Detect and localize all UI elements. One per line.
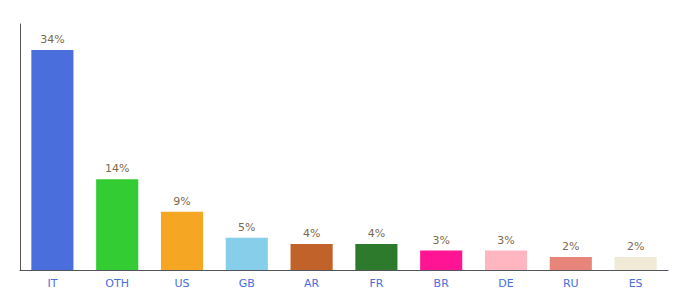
svg-text:3%: 3% <box>497 234 514 247</box>
svg-text:4%: 4% <box>303 227 320 240</box>
svg-text:2%: 2% <box>627 240 644 253</box>
svg-text:FR: FR <box>369 277 383 290</box>
svg-text:ES: ES <box>629 277 643 290</box>
svg-text:14%: 14% <box>105 162 129 175</box>
svg-text:AR: AR <box>304 277 320 290</box>
svg-text:3%: 3% <box>432 234 449 247</box>
svg-text:34%: 34% <box>40 33 64 46</box>
svg-text:DE: DE <box>498 277 513 290</box>
svg-text:9%: 9% <box>173 195 190 208</box>
svg-text:IT: IT <box>47 277 57 290</box>
svg-text:RU: RU <box>563 277 579 290</box>
svg-text:4%: 4% <box>368 227 385 240</box>
svg-text:5%: 5% <box>238 221 255 234</box>
svg-text:2%: 2% <box>562 240 579 253</box>
svg-text:OTH: OTH <box>105 277 129 290</box>
svg-text:US: US <box>174 277 189 290</box>
svg-text:BR: BR <box>434 277 450 290</box>
svg-text:GB: GB <box>239 277 255 290</box>
